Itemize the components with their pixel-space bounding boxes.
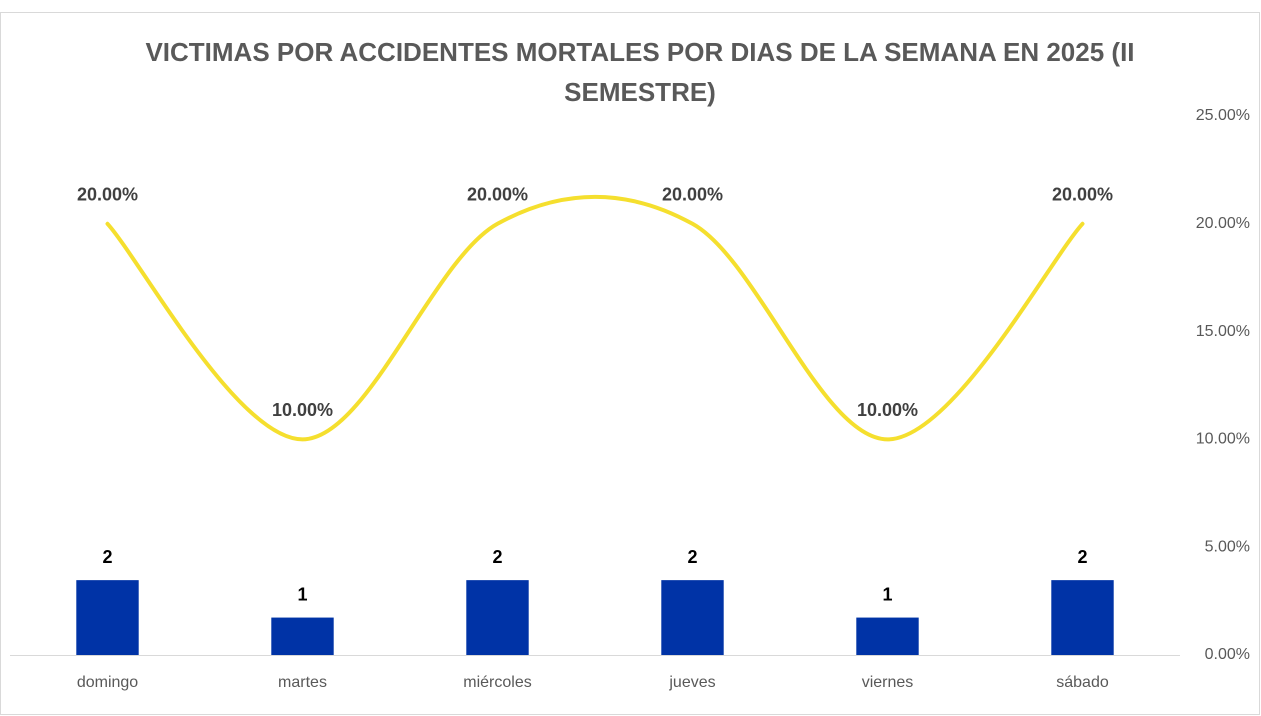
x-tick-label: jueves [668,674,715,691]
x-tick-label: domingo [77,674,138,691]
line-value-label: 20.00% [1052,185,1113,205]
chart-title: VICTIMAS POR ACCIDENTES MORTALES POR DIA… [145,37,1135,107]
bar [76,580,139,655]
line-value-label: 20.00% [662,185,723,205]
y2-tick-label: 25.00% [1196,107,1250,124]
line-value-label: 10.00% [857,400,918,420]
x-tick-label: sábado [1056,674,1109,691]
bar [661,580,724,655]
line [105,194,1085,442]
bar-value-label: 1 [882,584,892,604]
y2-tick-label: 20.00% [1196,215,1250,232]
x-tick-label: miércoles [463,674,531,691]
bar-value-label: 1 [297,584,307,604]
bar [271,617,334,655]
line-value-label: 20.00% [467,185,528,205]
bar [466,580,529,655]
line-value-label: 10.00% [272,400,333,420]
bar-value-label: 2 [687,547,697,567]
y2-tick-label: 10.00% [1196,431,1250,448]
bar-value-label: 2 [102,547,112,567]
y2-tick-label: 15.00% [1196,323,1250,340]
bar-value-label: 2 [1077,547,1087,567]
bar [856,617,919,655]
bar [1051,580,1114,655]
bar-value-label: 2 [492,547,502,567]
x-tick-label: martes [278,674,327,691]
y2-tick-label: 0.00% [1205,646,1250,663]
y2-tick-label: 5.00% [1205,538,1250,555]
chart-border [0,12,1260,715]
x-tick-label: viernes [862,674,914,691]
line-value-label: 20.00% [77,185,138,205]
